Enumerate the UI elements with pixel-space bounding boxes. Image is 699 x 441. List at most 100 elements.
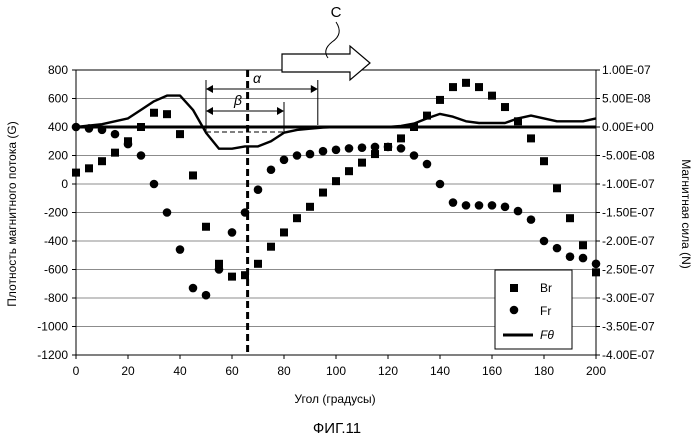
fr-point [462,201,471,210]
y-tick-label-right: -2.00E-07 [602,234,655,248]
y-tick-label-left: 600 [48,92,68,106]
br-point [397,134,405,142]
fr-point [371,143,380,152]
alpha-label: α [253,70,262,86]
br-point [202,223,210,231]
br-point [371,150,379,158]
fr-point [111,130,120,139]
fr-point [163,208,172,217]
y-tick-label-left: -400 [44,234,68,248]
y-tick-label-right: -1.00E-07 [602,177,655,191]
br-point [358,159,366,167]
y-tick-label-left: -600 [44,263,68,277]
fr-point [176,245,185,254]
legend-label-Fr: Fr [540,304,551,318]
y-tick-label-left: 400 [48,120,68,134]
legend-fr-marker [510,306,519,315]
br-point [566,214,574,222]
br-point [111,149,119,157]
y-tick-label-right: 0.00E+00 [602,120,654,134]
br-point [345,167,353,175]
fr-point [397,144,406,153]
fr-point [202,291,211,300]
series-Br [72,79,600,281]
fr-point [475,201,484,210]
x-tick-label: 20 [121,364,135,378]
fr-point [345,144,354,153]
y-tick-label-left: -200 [44,206,68,220]
annotations [206,22,370,355]
br-point [332,177,340,185]
fr-point [384,143,393,152]
br-point [163,110,171,118]
br-point [501,103,509,111]
fr-point [488,201,497,210]
fr-point [293,151,302,160]
y-axis-title-left: Плотность магнитного потока (G) [5,121,19,306]
br-point [228,273,236,281]
beta-label: β [233,92,242,108]
x-tick-label: 120 [378,364,398,378]
x-tick-label: 200 [586,364,606,378]
br-point [527,134,535,142]
alpha-arrowhead-left [206,85,213,93]
y-tick-label-right: -5.00E-08 [602,149,655,163]
y-tick-label-left: -800 [44,291,68,305]
br-point [436,96,444,104]
legend-br-marker [510,284,518,292]
fr-point [592,260,601,269]
br-point [488,92,496,100]
fr-point [553,244,562,253]
legend-box [495,270,572,349]
y-tick-label-left: 800 [48,63,68,77]
fr-point [319,147,328,156]
y-tick-label-left: -1000 [37,320,68,334]
fr-point [527,215,536,224]
fr-point [124,140,133,149]
fr-point [150,180,159,189]
y-tick-label-left: 0 [61,177,68,191]
fr-point [358,143,367,152]
legend-label-Fθ: Fθ [540,328,554,342]
y-axis-title-right: Магнитная сила (N) [679,159,693,269]
y-tick-label-right: 5.00E-08 [602,92,651,106]
fr-point [254,185,263,194]
fr-point [540,237,549,246]
beta-arrowhead-left [206,107,213,115]
br-point [267,243,275,251]
br-point [306,203,314,211]
fr-point [280,155,289,164]
br-point [189,171,197,179]
x-axis-title: Угол (градусы) [294,392,375,406]
x-tick-label: 140 [430,364,450,378]
fr-point [137,151,146,160]
x-tick-label: 60 [225,364,239,378]
fr-point [449,198,458,207]
y-tick-label-right: -3.50E-07 [602,320,655,334]
br-point [579,241,587,249]
plot-series [72,79,601,300]
fr-point [514,207,523,216]
y-tick-label-right: -1.50E-07 [602,206,655,220]
y-tick-label-right: 1.00E-07 [602,63,651,77]
br-point [475,83,483,91]
fr-point [436,180,445,189]
beta-arrowhead-right [277,107,284,115]
direction-label: C [331,4,342,21]
fr-point [228,228,237,237]
br-point [254,260,262,268]
y-tick-label-right: -2.50E-07 [602,263,655,277]
fr-point [410,151,419,160]
x-tick-label: 40 [173,364,187,378]
br-point [241,271,249,279]
y-tick-label-left: 200 [48,149,68,163]
br-point [449,83,457,91]
fr-point [306,150,315,159]
br-point [280,228,288,236]
br-point [319,189,327,197]
br-point [462,79,470,87]
figure-caption: ФИГ.11 [313,420,361,437]
y-tick-label-right: -4.00E-07 [602,348,655,362]
fr-point [579,254,588,263]
